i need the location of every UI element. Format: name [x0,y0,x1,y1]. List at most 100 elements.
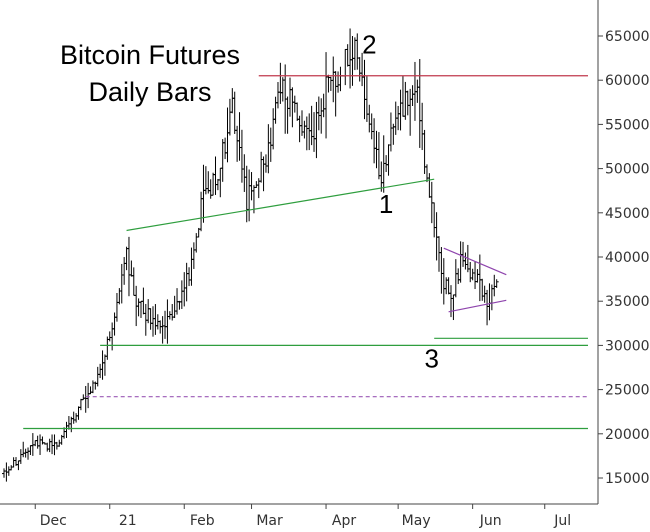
ohlc-bar [98,363,103,379]
ohlc-bar [9,465,14,471]
trend-line [448,299,507,313]
ohlc-bar [244,165,249,223]
ohlc-bar [386,144,391,176]
ohlc-bar [95,366,100,387]
ohlc-bar [78,398,83,411]
ohlc-bar [333,71,338,117]
ohlc-bar [191,242,196,269]
ohlc-bar [314,101,319,159]
ohlc-bar [38,434,43,455]
ohlc-bar [321,93,326,118]
ohlc-bar [146,299,151,324]
ohlc-bar [441,258,446,305]
ohlc-bar [338,66,343,92]
ohlc-bar [494,279,499,288]
x-tick-label: Dec [40,513,67,529]
ohlc-bar [165,299,170,344]
ohlc-bar [71,411,76,424]
ohlc-bar [343,48,348,86]
trend-line [443,247,507,276]
ohlc-bar [295,102,300,121]
ohlc-bar [76,406,81,420]
ohlc-bar [350,36,355,86]
ohlc-bar [461,241,466,267]
ohlc-bar [47,438,52,453]
ohlc-bar [33,440,38,447]
ohlc-bar [453,259,458,298]
ohlc-bar [417,59,422,148]
ohlc-bar [304,116,309,151]
ohlc-bar [410,85,415,107]
ohlc-bar [35,435,40,449]
ohlc-bar [364,76,369,122]
ohlc-bar [439,247,444,294]
ohlc-bar [468,261,473,283]
ohlc-bar [194,233,199,253]
ohlc-bar [449,285,454,318]
ohlc-bar [160,316,165,344]
ohlc-bar [348,28,353,89]
ohlc-bar [213,156,218,195]
chart-title-block: Bitcoin Futures Daily Bars [60,40,240,107]
ohlc-bar [357,57,362,82]
ohlc-bar [372,118,377,164]
ohlc-bar [129,260,134,277]
ohlc-bar [227,98,232,136]
ohlc-bar [381,135,386,193]
ohlc-bar [319,98,324,134]
ohlc-bar [242,154,247,192]
trend-line [126,178,435,232]
ohlc-bar [485,289,490,326]
ohlc-bar [151,306,156,337]
ohlc-bar [287,77,292,117]
ohlc-bar [384,155,389,173]
ohlc-bar [482,285,487,303]
ohlc-bar [266,124,271,174]
ohlc-bar [110,322,115,351]
ohlc-bar [261,156,266,192]
ohlc-bar [199,191,204,232]
ohlc-bar [352,37,357,71]
wave-label: 2 [362,30,376,60]
ohlc-bar [408,88,413,136]
ohlc-bar [278,62,283,104]
ohlc-bar [223,137,228,160]
ohlc-bar [259,151,264,183]
y-tick-label: 45000 [605,206,650,222]
ohlc-bar [167,311,172,320]
ohlc-bar [2,468,6,478]
y-tick-label: 35000 [605,294,650,310]
ohlc-bar [74,413,79,423]
ohlc-bar [328,76,333,91]
ohlc-bar [302,120,307,139]
wave-labels: 2 1 3 [362,30,439,374]
ohlc-bar [247,169,252,222]
ohlc-bar [21,441,26,458]
ohlc-bar [280,77,285,102]
ohlc-bar [239,129,244,183]
ohlc-bar [369,113,374,140]
chart-subtitle: Daily Bars [88,77,211,107]
ohlc-bar [220,139,225,182]
ohlc-bar [434,212,439,261]
y-tick-label: 25000 [605,383,650,399]
y-tick-label: 40000 [605,250,650,266]
ohlc-bar [271,108,276,150]
ohlc-bar [126,236,131,297]
ohlc-bar [18,449,23,464]
ohlc-bar [470,268,475,281]
ohlc-bar [376,132,381,180]
ohlc-bar [148,308,153,330]
ohlc-bar [23,448,28,458]
ohlc-bar [26,447,31,460]
x-tick-label: May [402,513,431,529]
ohlc-bar [105,336,110,360]
ohlc-bar [6,466,11,476]
ohlc-bar [50,434,55,455]
x-tick-label: Jun [479,513,502,529]
ohlc-bar [362,59,367,120]
x-tick-label: Apr [332,513,356,529]
ohlc-bar [86,382,91,409]
ohlc-bar [316,96,321,131]
